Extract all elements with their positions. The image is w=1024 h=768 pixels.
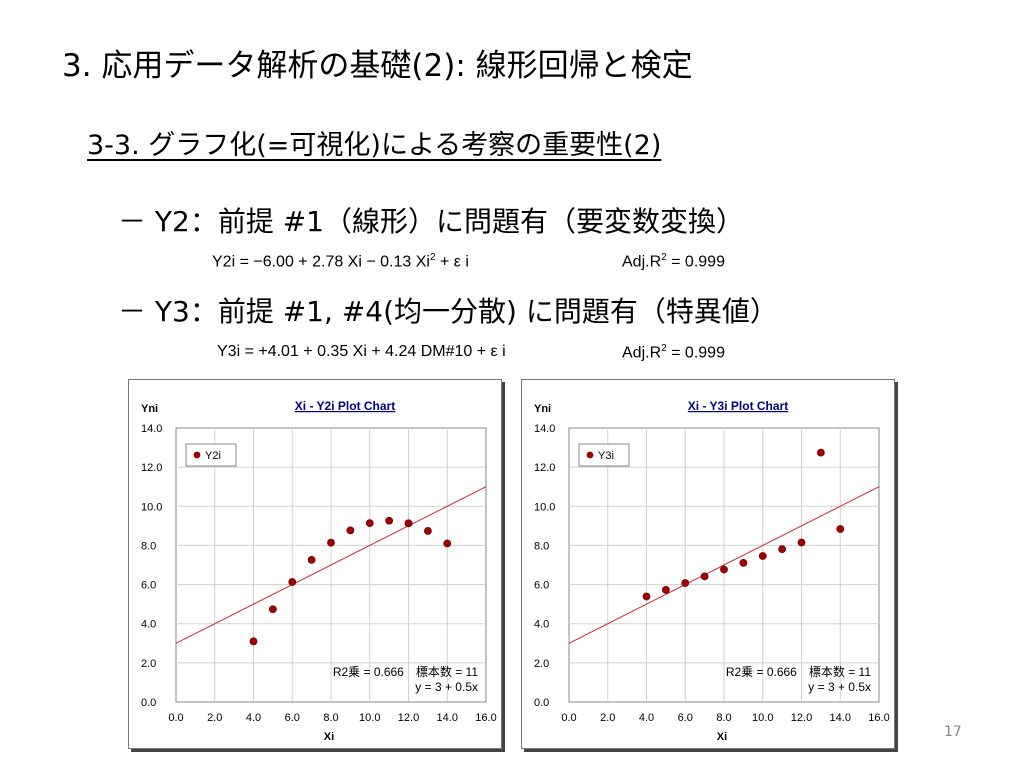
stats-r2-n: R2乗 = 0.666 標本数 = 11 [726, 664, 872, 679]
legend-marker [193, 451, 201, 459]
legend-marker [586, 451, 594, 459]
x-tick-label: 6.0 [678, 712, 693, 724]
x-tick-label: 12.0 [791, 712, 812, 724]
x-tick-label: 10.0 [359, 712, 380, 724]
data-point [249, 637, 258, 646]
x-tick-label: 2.0 [600, 712, 615, 724]
adj-sup: 2 [661, 252, 667, 263]
y-tick-label: 2.0 [141, 658, 156, 670]
data-point [346, 526, 355, 535]
data-point [423, 527, 432, 535]
x-tick-label: 16.0 [475, 712, 496, 724]
section-heading: 3-3. グラフ化(=可視化)による考察の重要性(2) [87, 130, 662, 161]
x-tick-label: 16.0 [868, 712, 889, 724]
data-point [404, 519, 413, 528]
data-point [288, 578, 297, 586]
y-tick-label: 8.0 [141, 540, 156, 552]
formula-y3-main: Y3i = +4.01 + 0.35 Xi + 4.24 DM#10 + ε i [217, 343, 506, 360]
x-tick-label: 2.0 [207, 712, 222, 724]
stats-equation: y = 3 + 0.5x [415, 680, 478, 694]
data-point [720, 565, 728, 574]
y-tick-label: 12.0 [534, 462, 555, 474]
data-point [778, 545, 787, 554]
data-point [739, 558, 748, 567]
data-point [681, 579, 690, 587]
fit-line [568, 486, 880, 644]
y-tick-label: 6.0 [534, 580, 549, 592]
stats-equation: y = 3 + 0.5x [808, 680, 871, 694]
data-point [816, 448, 825, 457]
chart-y3: 0.0 2.0 4.0 6.0 8.0 10.0 12.0 14.0 0.0 2.0 4.0 6.0 8… [534, 399, 890, 743]
formula-y2-tail: + ε i [435, 253, 469, 271]
x-tick-label: 4.0 [639, 712, 654, 724]
data-point [642, 592, 651, 601]
y-tick-label: 0.0 [141, 697, 156, 709]
formula-y2-adj: Adj.R2 = 0.999 [622, 252, 725, 271]
chart-y2: 0.0 2.0 4.0 6.0 8.0 10.0 12.0 14.0 0.0 2.0 4.0 6.0 8… [141, 399, 497, 743]
x-tick-label: 8.0 [716, 712, 731, 724]
y-axis-label: Yni [534, 403, 551, 415]
y-tick-label: 4.0 [141, 619, 156, 631]
x-tick-label: 4.0 [246, 712, 261, 724]
adj-value: = 0.999 [666, 344, 725, 362]
y-tick-label: 8.0 [534, 540, 549, 552]
chart-title: Xi - Y2i Plot Chart [295, 399, 395, 413]
x-tick-label: 0.0 [561, 712, 576, 724]
data-point [268, 605, 277, 614]
y-tick-label: 0.0 [534, 697, 549, 709]
data-point [327, 538, 335, 547]
data-point [661, 585, 670, 594]
y-tick-label: 4.0 [534, 619, 549, 631]
page-number: 17 [944, 724, 962, 740]
formula-y3: Y3i = +4.01 + 0.35 Xi + 4.24 DM#10 + ε i [217, 343, 506, 361]
legend-box [578, 443, 630, 467]
fit-line [175, 486, 487, 644]
data-point [307, 556, 316, 564]
y-tick-label: 6.0 [141, 580, 156, 592]
data-point [385, 516, 394, 525]
y-tick-label: 10.0 [534, 501, 555, 513]
formula-y2-sup: 2 [429, 252, 436, 263]
legend-label: Y3i [598, 450, 614, 462]
adj-label: Adj.R [622, 253, 662, 271]
legend-label: Y2i [205, 450, 221, 462]
legend-box [185, 443, 237, 467]
x-axis-label: Xi [717, 731, 727, 743]
formula-y2: Y2i = −6.00 + 2.78 Xi − 0.13 Xi2 + ε i [212, 252, 469, 271]
formula-y3-adj: Adj.R2 = 0.999 [622, 343, 725, 362]
formula-y2-main: Y2i = −6.00 + 2.78 Xi − 0.13 Xi [212, 253, 430, 271]
data-point [700, 572, 709, 581]
y-tick-label: 14.0 [141, 423, 162, 435]
y-tick-label: 12.0 [141, 462, 162, 474]
adj-sup: 2 [661, 343, 667, 354]
y-tick-label: 14.0 [534, 423, 555, 435]
chart-y3-frame: 0.0 2.0 4.0 6.0 8.0 10.0 12.0 14.0 0.0 2.0 4.0 6.0 8… [521, 379, 895, 749]
stats-r2-n: R2乗 = 0.666 標本数 = 11 [333, 664, 479, 679]
x-tick-label: 8.0 [323, 712, 338, 724]
adj-value: = 0.999 [666, 253, 725, 271]
x-tick-label: 0.0 [168, 712, 183, 724]
chart-title: Xi - Y3i Plot Chart [688, 399, 788, 413]
data-point [365, 519, 374, 528]
x-tick-label: 10.0 [752, 712, 773, 724]
chart-y2-frame: 0.0 2.0 4.0 6.0 8.0 10.0 12.0 14.0 0.0 2.0 4.0 6.0 8… [128, 379, 502, 749]
y-tick-label: 2.0 [534, 658, 549, 670]
x-tick-label: 6.0 [285, 712, 300, 724]
x-tick-label: 14.0 [830, 712, 851, 724]
slide-title: 3. 応用データ解析の基礎(2): 線形回帰と検定 [62, 48, 693, 84]
data-point [758, 552, 767, 560]
bullet-y3: － Y3：前提 #1, #4(均一分散) に問題有（特異値） [118, 295, 778, 328]
y-tick-label: 10.0 [141, 501, 162, 513]
data-point [797, 538, 806, 547]
x-axis-label: Xi [324, 731, 334, 743]
y-axis-label: Yni [141, 403, 158, 415]
x-tick-label: 12.0 [398, 712, 419, 724]
bullet-y2: － Y2：前提 #1（線形）に問題有（要変数変換） [118, 205, 744, 238]
adj-label: Adj.R [622, 344, 662, 362]
x-tick-label: 14.0 [437, 712, 458, 724]
data-point [443, 539, 452, 548]
data-point [836, 525, 845, 533]
